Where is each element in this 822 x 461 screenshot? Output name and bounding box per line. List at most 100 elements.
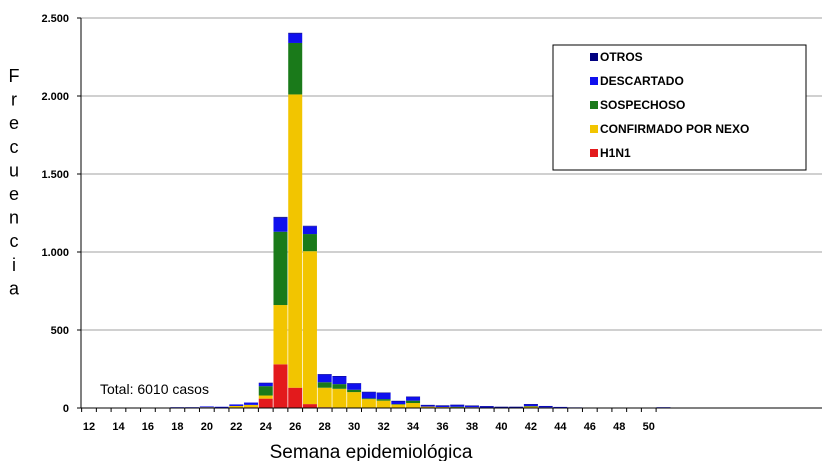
x-tick-label: 24 <box>260 421 273 433</box>
bar-segment <box>391 404 406 408</box>
bar-segment <box>302 404 317 408</box>
bar-segment <box>258 383 273 387</box>
bar-segment <box>302 251 317 405</box>
y-tick-label: 2.500 <box>41 13 69 25</box>
bar-segment <box>288 32 303 34</box>
x-tick-label: 26 <box>289 421 301 433</box>
bar-segment <box>288 94 303 388</box>
legend-swatch <box>590 101 598 109</box>
y-tick-label: 500 <box>51 325 69 337</box>
bar-segment <box>376 399 391 401</box>
bar-segment <box>273 216 288 218</box>
bar-segment <box>494 406 509 408</box>
x-tick-label: 36 <box>436 421 448 433</box>
bar-segment <box>435 405 450 408</box>
x-tick-label: 40 <box>495 421 507 433</box>
bar-segment <box>420 406 435 408</box>
bar-segment <box>347 392 362 408</box>
bar-segment <box>317 374 332 375</box>
bar-segment <box>376 392 391 394</box>
bar-segment <box>523 404 538 407</box>
legend-swatch <box>590 125 598 133</box>
bar-segment <box>464 405 479 407</box>
legend-swatch <box>590 77 598 85</box>
bar-segment <box>317 374 332 383</box>
stacked-bars <box>155 32 671 409</box>
legend-label: OTROS <box>600 50 643 64</box>
bar-segment <box>302 234 317 252</box>
bar-segment <box>273 217 288 232</box>
x-tick-label: 14 <box>112 421 125 433</box>
bar-segment <box>332 384 347 389</box>
bar-segment <box>391 400 406 405</box>
y-tick-label: 1.000 <box>41 247 69 259</box>
y-tick-label: 1.500 <box>41 169 69 181</box>
bar-segment <box>376 400 391 408</box>
bar-segment <box>464 405 479 408</box>
bar-segment <box>244 402 259 405</box>
bar-segment <box>553 406 568 408</box>
x-tick-label: 28 <box>319 421 331 433</box>
bar-segment <box>376 392 391 400</box>
legend-label: DESCARTADO <box>600 74 684 88</box>
bar-segment <box>450 406 465 408</box>
legend-label: H1N1 <box>600 146 631 160</box>
y-tick-label: 0 <box>63 403 69 415</box>
bar-segment <box>317 382 332 388</box>
x-tick-label: 30 <box>348 421 360 433</box>
x-tick-label: 42 <box>525 421 537 433</box>
x-ticks: 12 14 16 18 20 22 24 26 28 30 32 34 36 38 40 42 44 46 48 50 <box>81 408 657 433</box>
legend: OTROS DESCARTADO SOSPECHOSO CONFIRMADO POR … <box>552 44 807 171</box>
bar-segment <box>509 406 524 408</box>
annotation-total: Total: 6010 casos <box>100 381 209 397</box>
bar-segment <box>288 33 303 43</box>
x-tick-label: 50 <box>643 421 655 433</box>
bar-segment <box>244 404 259 408</box>
x-tick-label: 16 <box>142 421 154 433</box>
bar-segment <box>420 404 435 406</box>
bar-segment <box>406 403 421 408</box>
bar-segment <box>273 231 288 306</box>
bar-segment <box>435 405 450 406</box>
bar-segment <box>347 383 362 390</box>
bar-segment <box>273 364 288 408</box>
bar-segment <box>347 389 362 393</box>
y-ticks: 0 500 1.000 1.500 2.000 2.500 <box>41 13 81 415</box>
bar-segment <box>406 400 421 404</box>
bar-segment <box>347 383 362 384</box>
bar-segment <box>258 382 273 384</box>
bar-segment <box>288 42 303 95</box>
x-tick-label: 46 <box>584 421 596 433</box>
bar-segment <box>391 400 406 402</box>
y-title-letter: u <box>9 160 19 180</box>
bar-segment <box>317 387 332 408</box>
bar-segment <box>479 406 494 407</box>
y-title-letter: e <box>9 113 19 133</box>
axes <box>80 18 822 409</box>
bar-segment <box>523 406 538 407</box>
bar-segment <box>479 406 494 408</box>
x-tick-label: 38 <box>466 421 478 433</box>
bar-segment <box>435 407 450 408</box>
x-tick-label: 48 <box>613 421 625 433</box>
y-title-letter: c <box>10 137 19 157</box>
y-title-letter: a <box>9 278 20 298</box>
legend-swatch <box>590 149 598 157</box>
x-tick-label: 32 <box>377 421 389 433</box>
x-tick-label: 20 <box>201 421 213 433</box>
bar-segment <box>258 386 273 396</box>
bar-segment <box>509 406 524 408</box>
bar-segment <box>214 406 229 408</box>
legend-swatch <box>590 53 598 61</box>
bar-segment <box>391 404 406 405</box>
bar-segment <box>302 226 317 235</box>
bar-segment <box>288 387 303 408</box>
bar-segment <box>332 388 347 408</box>
y-tick-label: 2.000 <box>41 91 69 103</box>
bar-segment <box>538 406 553 408</box>
x-tick-label: 12 <box>83 421 95 433</box>
bar-segment <box>361 398 376 400</box>
bar-segment <box>523 404 538 405</box>
bar-segment <box>273 305 288 365</box>
